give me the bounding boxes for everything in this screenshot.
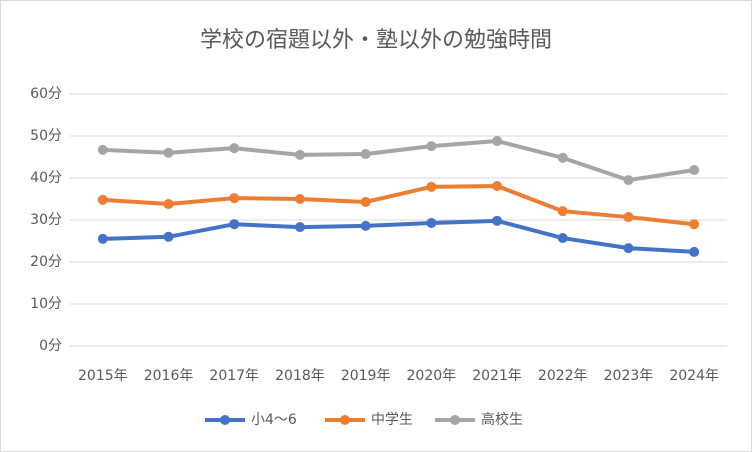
y-tick-label: 10分 (30, 296, 62, 312)
series-line (102, 183, 695, 227)
chart-title: 学校の宿題以外・塾以外の勉強時間 (200, 28, 552, 53)
x-tick-label: 2016年 (144, 368, 194, 384)
data-point (229, 143, 240, 154)
legend-label: 高校生 (481, 411, 523, 428)
data-point (492, 136, 503, 147)
legend-label: 中学生 (371, 412, 413, 428)
x-tick-label: 2017年 (209, 368, 259, 384)
y-tick-label: 40分 (30, 170, 62, 186)
data-point (360, 196, 371, 207)
data-point (623, 243, 634, 254)
data-point (294, 194, 305, 204)
legend-marker (340, 415, 350, 425)
y-tick-label: 30分 (30, 212, 62, 228)
data-point (163, 147, 174, 158)
y-tick-label: 20分 (30, 254, 62, 270)
x-tick-label: 2015年 (78, 368, 128, 384)
data-point (97, 144, 108, 155)
data-point (689, 246, 700, 257)
data-point (557, 152, 568, 163)
data-point (294, 149, 305, 160)
data-point (623, 212, 634, 223)
data-point (426, 217, 437, 228)
x-tick-label: 2021年 (472, 368, 522, 384)
y-tick-label: 60分 (30, 86, 62, 102)
data-point (163, 231, 174, 242)
data-point (97, 233, 108, 244)
x-tick-label: 2023年 (604, 368, 654, 384)
x-tick-label: 2019年 (341, 368, 391, 384)
data-point (689, 165, 700, 176)
data-point (97, 194, 108, 205)
data-point (557, 233, 568, 244)
legend-label: 小4～6 (251, 412, 297, 428)
data-point (689, 219, 700, 230)
data-point (426, 181, 437, 192)
series-line (102, 218, 695, 254)
data-point (229, 219, 240, 230)
data-point (492, 180, 503, 191)
legend-marker (220, 415, 230, 425)
data-point (163, 199, 174, 210)
x-tick-label: 2022年 (538, 368, 588, 384)
data-point (360, 220, 371, 231)
data-point (360, 149, 371, 160)
data-point (229, 193, 240, 204)
x-tick-label: 2024年 (669, 368, 719, 384)
legend-marker (450, 415, 460, 425)
y-tick-label: 0分 (39, 338, 62, 354)
x-tick-label: 2020年 (407, 368, 457, 384)
data-point (557, 206, 568, 217)
data-point (294, 222, 305, 233)
data-point (623, 175, 634, 186)
data-point (426, 141, 437, 152)
y-tick-label: 50分 (30, 128, 62, 144)
x-tick-label: 2018年 (275, 368, 325, 384)
data-point (492, 215, 503, 226)
series-line (102, 139, 695, 183)
